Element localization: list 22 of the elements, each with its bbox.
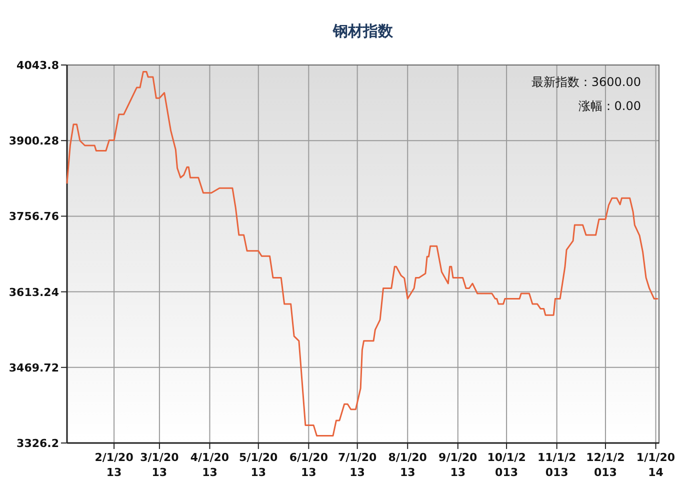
x-tick-label: 7/1/2013: [336, 450, 378, 480]
x-tick-label: 4/1/2013: [189, 450, 230, 480]
y-tick-label: 3469.72: [8, 361, 59, 374]
x-tick-label: 5/1/2013: [238, 450, 279, 480]
line-series: [66, 70, 658, 436]
y-tick-label: 3900.28: [8, 134, 59, 148]
y-tick-label: 3613.24: [8, 286, 60, 299]
x-tick-label: 9/1/2013: [438, 450, 478, 480]
annotation: 涨幅：0.00: [578, 99, 641, 113]
y-tick-label: 3756.76: [8, 210, 60, 224]
chart-title: 钢材指数: [332, 22, 394, 40]
x-tick-label: 10/1/2013: [486, 450, 527, 480]
y-tick-label: 3326.2: [16, 437, 59, 450]
x-tick-label: 11/1/2013: [536, 450, 578, 480]
y-tick-label: 4043.8: [16, 59, 59, 72]
x-tick-label: 12/1/2013: [585, 450, 626, 480]
x-tick-label: 6/1/2013: [288, 450, 329, 480]
x-tick-label: 1/1/2014: [635, 450, 676, 480]
annotation: 最新指数：3600.00: [531, 75, 641, 89]
x-tick-label: 3/1/2013: [139, 450, 180, 480]
x-tick-label: 8/1/2013: [387, 450, 428, 480]
x-tick-label: 2/1/2013: [94, 450, 134, 480]
